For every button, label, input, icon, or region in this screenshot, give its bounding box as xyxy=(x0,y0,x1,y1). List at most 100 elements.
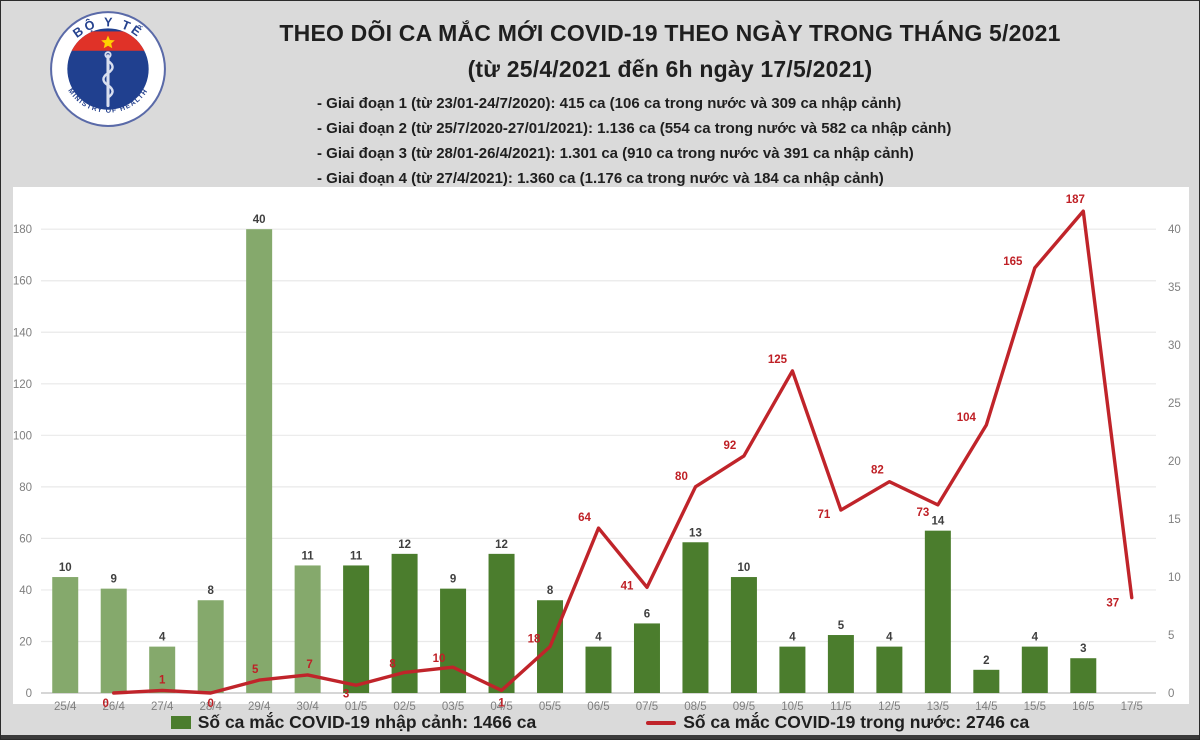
line-value-label: 73 xyxy=(916,507,929,519)
bar-value-label: 10 xyxy=(738,562,751,574)
chart-header: THEO DÕI CA MẮC MỚI COVID-19 THEO NGÀY T… xyxy=(161,15,1179,87)
logo-star-icon xyxy=(101,35,115,49)
bar-value-label: 9 xyxy=(111,574,117,586)
line-value-label: 1 xyxy=(498,697,505,709)
chart-subtitle: (từ 25/4/2021 đến 6h ngày 17/5/2021) xyxy=(467,56,873,82)
bar-value-label: 12 xyxy=(495,539,508,551)
legend-item-imported: Số ca mắc COVID-19 nhập cảnh: 1466 ca xyxy=(170,712,536,733)
line-value-label: 10 xyxy=(433,653,446,665)
bar-value-label: 13 xyxy=(689,527,702,539)
line-value-label: 37 xyxy=(1106,598,1119,610)
bar xyxy=(52,577,79,693)
bar-value-label: 4 xyxy=(1032,632,1039,644)
window-bottom-edge xyxy=(1,735,1199,739)
bar xyxy=(246,229,273,693)
right-axis-tick-label: 30 xyxy=(1168,340,1181,352)
bar-value-label: 8 xyxy=(547,585,554,597)
x-axis-category-label: 07/5 xyxy=(636,701,658,713)
line-value-label: 18 xyxy=(528,634,541,646)
phase-summary-block: - Giai đoạn 1 (từ 23/01-24/7/2020): 415 … xyxy=(317,91,951,191)
x-axis-category-label: 10/5 xyxy=(781,701,803,713)
left-axis-tick-label: 20 xyxy=(19,636,32,648)
bar-value-label: 8 xyxy=(207,585,214,597)
chart-title: THEO DÕI CA MẮC MỚI COVID-19 THEO NGÀY T… xyxy=(279,20,1061,46)
chart-legend: Số ca mắc COVID-19 nhập cảnh: 1466 ca Số… xyxy=(1,712,1199,733)
x-axis-category-label: 12/5 xyxy=(878,701,900,713)
x-axis-category-label: 05/5 xyxy=(539,701,561,713)
x-axis-category-label: 26/4 xyxy=(103,701,126,713)
x-axis-category-label: 06/5 xyxy=(587,701,609,713)
x-axis-category-label: 28/4 xyxy=(199,701,222,713)
ministry-of-health-logo: BỘ Y TẾ MINISTRY OF HEALTH xyxy=(50,11,166,127)
phase-3-line: - Giai đoạn 3 (từ 28/01-26/4/2021): 1.30… xyxy=(317,145,914,162)
bar-value-label: 2 xyxy=(983,655,989,667)
x-axis-category-label: 15/5 xyxy=(1024,701,1046,713)
x-axis-category-label: 01/5 xyxy=(345,701,367,713)
right-axis-tick-label: 25 xyxy=(1168,398,1181,410)
line-value-label: 1 xyxy=(159,674,166,686)
bar-value-label: 4 xyxy=(789,632,796,644)
x-axis-category-label: 13/5 xyxy=(927,701,949,713)
line-value-label: 41 xyxy=(621,580,634,592)
line-value-label: 7 xyxy=(306,659,312,671)
line-value-label: 5 xyxy=(252,664,259,676)
bar xyxy=(973,669,1000,693)
left-axis-tick-label: 0 xyxy=(26,688,32,700)
right-axis-tick-label: 20 xyxy=(1168,456,1181,468)
line-value-label: 3 xyxy=(343,688,349,700)
bar xyxy=(100,588,127,693)
bar xyxy=(876,646,903,693)
left-axis-tick-label: 60 xyxy=(19,533,32,545)
line-value-label: 125 xyxy=(768,354,788,366)
x-axis-category-label: 29/4 xyxy=(248,701,271,713)
line-value-label: 80 xyxy=(675,471,688,483)
line-value-label: 0 xyxy=(103,698,109,710)
x-axis-category-label: 03/5 xyxy=(442,701,464,713)
legend-bar-swatch xyxy=(170,716,191,729)
bar xyxy=(149,646,176,693)
x-axis-category-label: 08/5 xyxy=(684,701,706,713)
right-axis-tick-label: 5 xyxy=(1168,630,1174,642)
bar xyxy=(827,635,854,693)
x-axis-category-label: 09/5 xyxy=(733,701,755,713)
logo-caduceus-icon xyxy=(102,51,114,108)
x-axis-category-label: 02/5 xyxy=(393,701,415,713)
phase-2-line: - Giai đoạn 2 (từ 25/7/2020-27/01/2021):… xyxy=(317,120,952,137)
x-axis-category-label: 11/5 xyxy=(830,701,852,713)
bar xyxy=(633,623,660,693)
phase-4-line: - Giai đoạn 4 (từ 27/4/2021): 1.360 ca (… xyxy=(317,170,884,187)
bar xyxy=(488,553,515,693)
left-axis-tick-label: 160 xyxy=(13,276,32,288)
line-value-label: 165 xyxy=(1003,256,1023,268)
x-axis-category-label: 14/5 xyxy=(975,701,997,713)
domestic-cases-line xyxy=(112,209,1134,695)
legend-line-swatch xyxy=(646,720,677,725)
bar xyxy=(1070,658,1097,693)
left-axis-tick-label: 140 xyxy=(13,327,32,339)
left-axis-tick-label: 40 xyxy=(19,585,32,597)
line-value-label: 71 xyxy=(817,509,830,521)
bar-value-label: 12 xyxy=(398,539,411,551)
line-value-label: 92 xyxy=(724,440,737,452)
right-axis-tick-label: 35 xyxy=(1168,282,1181,294)
right-axis-tick-label: 10 xyxy=(1168,572,1181,584)
line-value-label: 0 xyxy=(207,698,213,710)
bar-value-label: 14 xyxy=(931,516,944,528)
x-axis-category-label: 04/5 xyxy=(490,701,512,713)
bar xyxy=(924,530,951,693)
legend-item-domestic: Số ca mắc COVID-19 trong nước: 2746 ca xyxy=(646,712,1029,733)
bar xyxy=(682,542,709,693)
x-axis-category-label: 30/4 xyxy=(296,701,319,713)
right-axis-tick-label: 40 xyxy=(1168,224,1181,236)
x-axis-category-label: 16/5 xyxy=(1072,701,1094,713)
bar xyxy=(440,588,467,693)
bar-value-label: 5 xyxy=(838,620,845,632)
bar xyxy=(343,565,370,693)
line-value-label: 104 xyxy=(957,412,977,424)
right-axis-tick-label: 15 xyxy=(1168,514,1181,526)
bar-value-label: 4 xyxy=(886,632,893,644)
left-axis-tick-label: 80 xyxy=(19,482,32,494)
bar xyxy=(1021,646,1048,693)
